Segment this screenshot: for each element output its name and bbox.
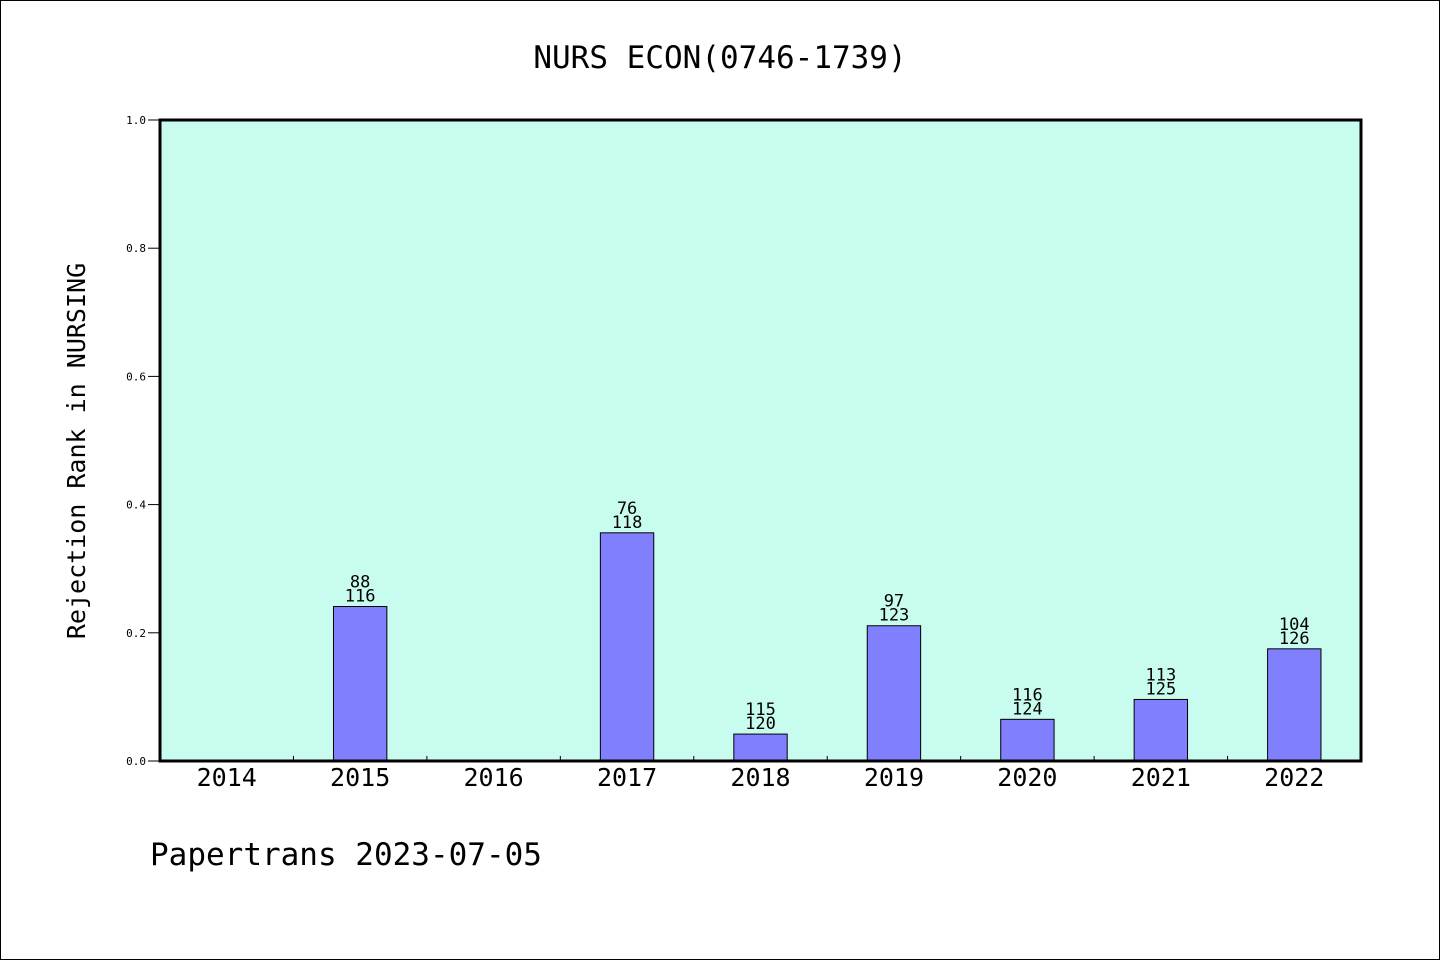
bar-label-total: 125 <box>1145 679 1176 699</box>
bar-label-total: 118 <box>612 513 643 533</box>
footer-credit: Papertrans 2023-07-05 <box>150 837 542 873</box>
bar-2021 <box>1133 698 1189 762</box>
y-axis-label: Rejection Rank in NURSING <box>62 263 91 639</box>
plot-border <box>158 118 1363 763</box>
bar-label-total: 123 <box>879 606 910 626</box>
y-tick-label: 0.8 <box>126 242 146 255</box>
y-tick-label: 0.2 <box>126 627 146 640</box>
bar-label-rank: 97 <box>884 592 904 612</box>
bar-2015 <box>332 606 388 762</box>
bar-label-total: 124 <box>1012 699 1043 719</box>
bar-label-total: 120 <box>745 714 776 734</box>
x-tick-label: 2018 <box>730 763 790 792</box>
y-tick-label: 0.0 <box>126 755 146 768</box>
x-tick-label: 2014 <box>197 763 257 792</box>
y-tick-label: 1.0 <box>126 114 146 127</box>
chart-title: NURS ECON(0746-1739) <box>533 40 906 76</box>
bar-2017 <box>599 532 655 762</box>
bar-2019 <box>866 625 922 762</box>
x-tick-label: 2021 <box>1131 763 1191 792</box>
bar-2022 <box>1267 648 1322 762</box>
y-tick-label: 0.4 <box>126 499 146 512</box>
bar-label-rank: 116 <box>1012 685 1043 705</box>
x-tick-label: 2022 <box>1264 763 1324 792</box>
y-tick-label: 0.6 <box>126 370 146 383</box>
y-axis: 0.0 0.2 0.4 0.6 0.8 1.0 <box>126 114 160 768</box>
bar-label-rank: 113 <box>1145 665 1176 685</box>
bar-2020 <box>1000 718 1055 762</box>
bar-2018 <box>733 733 788 762</box>
bar-label-total: 126 <box>1279 629 1310 649</box>
bar-label-total: 116 <box>345 587 376 607</box>
bar-series <box>332 532 1322 762</box>
x-tick-label: 2020 <box>997 763 1057 792</box>
x-tick-label: 2017 <box>597 763 657 792</box>
bar-label-rank: 88 <box>350 573 370 593</box>
bar-label-rank: 104 <box>1279 615 1310 635</box>
x-tick-label: 2015 <box>330 763 390 792</box>
x-tick-label: 2016 <box>464 763 524 792</box>
bar-label-rank: 76 <box>617 499 637 519</box>
bar-label-rank: 115 <box>745 700 776 720</box>
x-axis: 2014 2015 2016 2017 2018 2019 2020 2021 2022 <box>197 756 1324 792</box>
x-tick-label: 2019 <box>864 763 924 792</box>
